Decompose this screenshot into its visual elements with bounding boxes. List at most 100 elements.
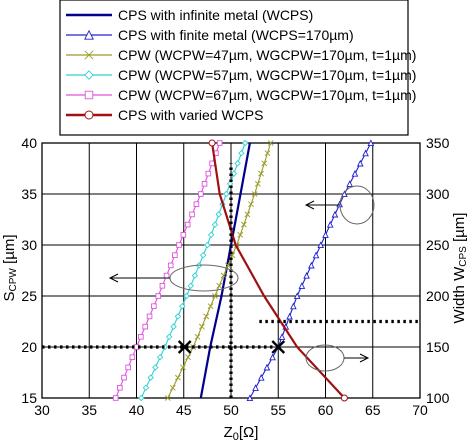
triangle-marker: [303, 271, 310, 279]
square-marker: [138, 334, 144, 340]
triangle-marker: [286, 312, 293, 320]
triangle-marker: [269, 353, 276, 361]
square-marker: [184, 221, 191, 228]
x-tick-label: 40: [129, 402, 145, 418]
square-marker: [189, 211, 195, 218]
diamond-marker: [142, 384, 150, 392]
right-tick-label: 150: [426, 339, 450, 355]
triangle-marker: [312, 251, 320, 259]
legend-entry-label: CPS with infinite metal (WCPS): [118, 7, 313, 23]
square-marker: [142, 323, 148, 330]
x-tick-label: 60: [318, 402, 334, 418]
x-marker: [207, 303, 214, 310]
circle-marker: [340, 394, 348, 402]
triangle-marker: [84, 29, 94, 40]
triangle-marker: [298, 282, 306, 289]
x-tick-label: 70: [412, 402, 428, 418]
diamond-marker: [174, 313, 182, 320]
x-axis-title: Z0[Ω]: [224, 424, 259, 441]
square-marker: [167, 262, 174, 269]
diamond-marker: [211, 221, 219, 228]
diamond-marker: [84, 70, 94, 80]
square-marker: [197, 191, 204, 197]
annotations-layer: [42, 163, 420, 398]
square-marker: [180, 232, 187, 238]
circle-marker: [208, 139, 216, 147]
arrow-right-axis-bottom: [344, 353, 370, 363]
x-marker: [251, 191, 258, 197]
x-marker: [267, 140, 274, 146]
legend-entry-label: CPW (WCPW=57µm, WGCPW=170µm, t=1µm): [118, 67, 416, 83]
square-marker: [172, 252, 178, 258]
diamond-marker: [187, 282, 194, 290]
x-marker: [216, 282, 223, 289]
x-marker: [203, 313, 210, 320]
square-marker: [205, 170, 212, 177]
left-axis-title: SCPW [µm]: [1, 235, 19, 302]
square-marker: [117, 385, 123, 391]
diamond-marker: [170, 323, 177, 330]
right-tick-label: 200: [426, 288, 450, 304]
diamond-marker: [204, 241, 211, 249]
diamond-marker: [137, 394, 145, 402]
triangle-marker: [356, 159, 364, 167]
x-marker: [212, 293, 218, 299]
triangle-marker: [346, 180, 354, 187]
square-marker: [129, 354, 136, 360]
legend-entry-label: CPS with varied WCPS: [118, 107, 263, 123]
legend: CPS with infinite metal (WCPS) CPS with f…: [59, 0, 416, 136]
diamond-marker: [215, 211, 222, 218]
x-marker: [169, 384, 176, 391]
legend-entry-label: CPS with finite metal (WCPS=170µm): [118, 27, 354, 43]
triangle-marker: [290, 302, 297, 310]
square-marker: [176, 242, 182, 248]
diamond-marker: [199, 251, 207, 259]
triangle-marker: [331, 210, 339, 218]
x-marker: [185, 354, 192, 361]
triangle-marker: [362, 149, 369, 157]
left-tick-label: 25: [21, 288, 37, 304]
diamond-marker: [147, 374, 154, 381]
square-marker: [201, 181, 208, 187]
diamond-marker: [179, 302, 186, 310]
right-axis-title: Width WCPS [µm]: [451, 213, 469, 324]
triangle-marker: [326, 220, 334, 228]
right-tick-label: 100: [426, 390, 450, 406]
intersection-cross-marker: [271, 340, 286, 354]
triangle-marker: [252, 384, 259, 391]
series-line: [211, 142, 346, 399]
triangle-marker: [246, 394, 254, 402]
square-marker: [151, 303, 157, 309]
right-tick-label: 250: [426, 237, 450, 253]
right-tick-label: 300: [426, 186, 450, 202]
diamond-marker: [223, 190, 230, 198]
left-tick-label: 15: [21, 390, 37, 406]
x-marker: [258, 170, 264, 177]
right-tick-label: 350: [426, 135, 450, 151]
circle-marker: [84, 110, 94, 120]
square-marker: [146, 313, 153, 320]
x-marker: [194, 333, 201, 340]
left-tick-label: 35: [21, 186, 37, 202]
diamond-marker: [156, 353, 164, 361]
diamond-marker: [234, 160, 241, 167]
triangle-marker: [293, 292, 301, 300]
arrow-right-axis-top: [304, 200, 340, 210]
series-line: [167, 142, 272, 399]
square-marker: [216, 140, 223, 146]
square-marker: [112, 395, 119, 401]
x-tick-label: 35: [81, 402, 97, 418]
triangle-marker: [367, 139, 375, 147]
x-marker: [261, 160, 268, 167]
diamond-marker: [183, 292, 190, 300]
x-marker: [264, 150, 271, 157]
callout-ellipse-left: [169, 264, 239, 292]
left-tick-label: 30: [21, 237, 37, 253]
triangle-marker: [257, 373, 265, 381]
x-marker: [220, 272, 227, 279]
x-marker: [84, 50, 94, 60]
square-marker: [209, 160, 215, 167]
x-tick-label: 55: [270, 402, 286, 418]
triangle-marker: [307, 261, 315, 269]
square-marker: [163, 272, 170, 279]
